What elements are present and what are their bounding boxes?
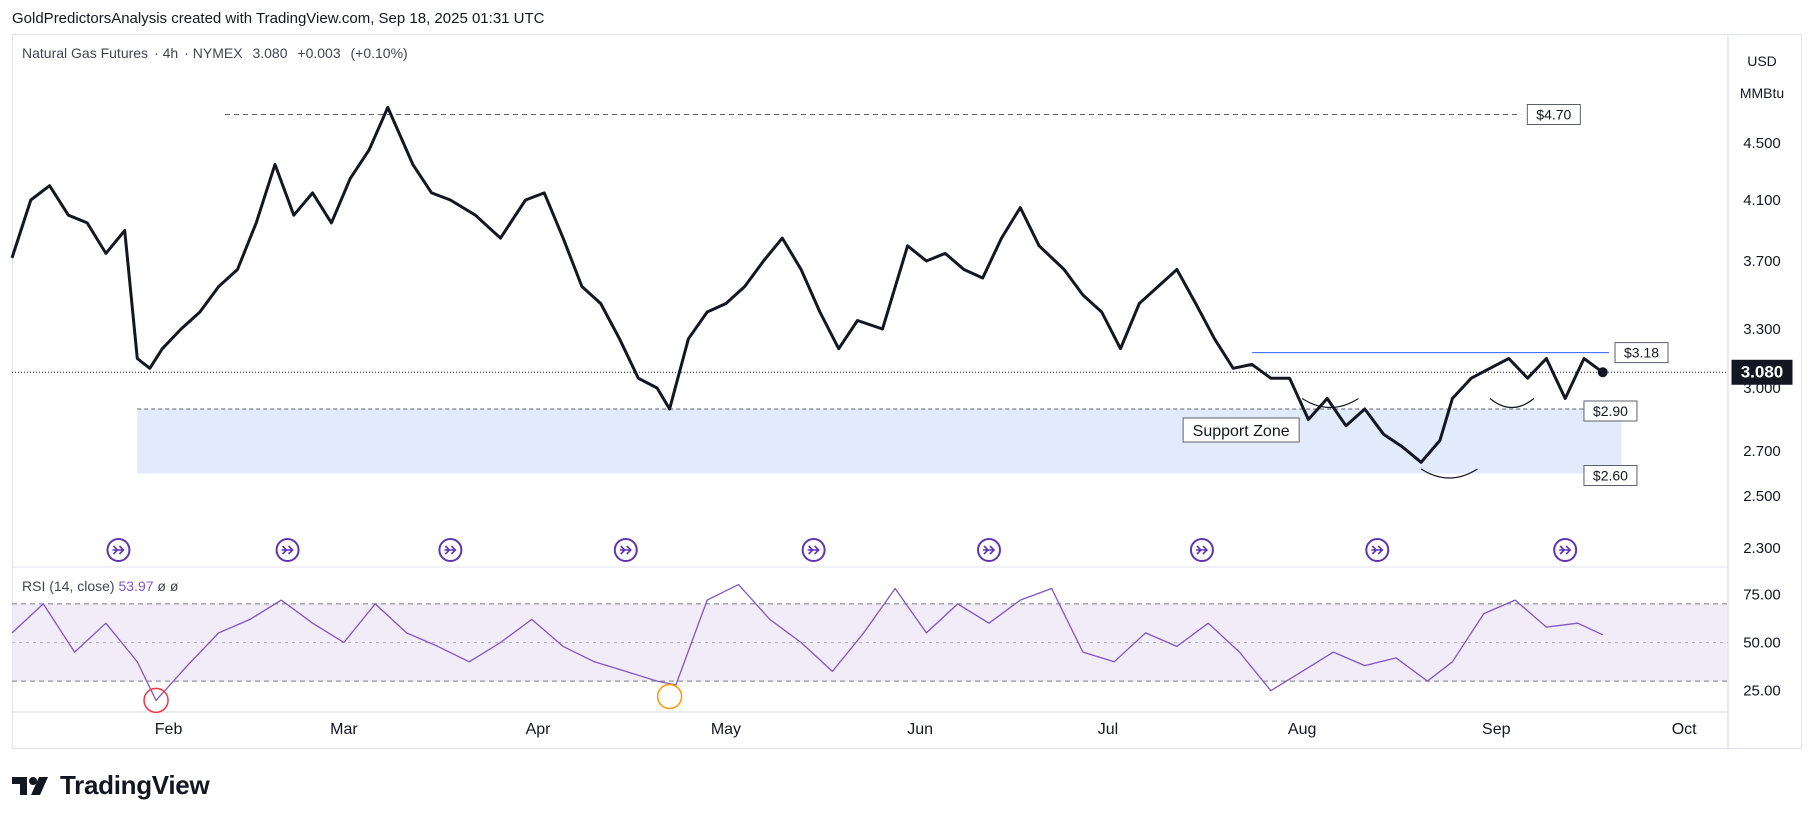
time-tick-label: Jul bbox=[1098, 721, 1118, 738]
symbol-legend[interactable]: Natural Gas Futures · 4h · NYMEX 3.080 +0.… bbox=[22, 45, 408, 61]
chart-frame[interactable] bbox=[12, 34, 1802, 749]
brand-name: TradingView bbox=[60, 770, 210, 800]
label-high-box bbox=[1526, 104, 1581, 125]
chart-caption: GoldPredictorsAnalysis created with Trad… bbox=[12, 10, 545, 27]
rsi-value: 53.97 bbox=[118, 578, 154, 594]
session-marker-arrow bbox=[982, 545, 996, 555]
time-tick-label: Mar bbox=[330, 721, 358, 738]
price-tick-label: 3.300 bbox=[1743, 321, 1781, 338]
price-tick-label: 2.500 bbox=[1743, 488, 1781, 505]
session-marker-arrow bbox=[112, 545, 125, 555]
rsi-legend[interactable]: RSI (14, close) 53.97 ø ø bbox=[22, 578, 178, 594]
label-resistance-box bbox=[1614, 342, 1669, 364]
rsi-marker-circle bbox=[656, 683, 683, 710]
label-support-bottom-box bbox=[1583, 465, 1638, 486]
legend-exchange: NYMEX bbox=[192, 45, 243, 61]
legend-change-pct: (+0.10%) bbox=[350, 45, 408, 61]
price-tick-label: 4.100 bbox=[1743, 192, 1781, 209]
support-zone bbox=[137, 409, 1622, 474]
rsi-tick-label: 50.00 bbox=[1743, 635, 1781, 652]
label-last-price: 3.080 bbox=[1741, 362, 1784, 381]
session-marker-arrow bbox=[1195, 545, 1209, 555]
legend-interval: 4h bbox=[162, 45, 179, 61]
unit-label: MMBtu bbox=[1739, 85, 1785, 101]
support-zone-label: Support Zone bbox=[1193, 423, 1290, 440]
currency-label: USD bbox=[1747, 53, 1777, 69]
rsi-extra-2: ø bbox=[169, 578, 179, 594]
rsi-marker-circle bbox=[143, 687, 169, 714]
session-marker-arrow bbox=[444, 545, 457, 555]
tradingview-logo-icon bbox=[12, 776, 48, 795]
label-support-bottom: $2.60 bbox=[1593, 468, 1628, 484]
support-zone-label-box bbox=[1182, 417, 1300, 443]
last-price-dot bbox=[1597, 367, 1608, 378]
session-marker-arrow bbox=[281, 545, 294, 555]
pattern-arc bbox=[1301, 397, 1359, 409]
legend-change: +0.003 bbox=[297, 45, 341, 61]
label-support-top-box bbox=[1583, 400, 1638, 422]
legend-symbol: Natural Gas Futures bbox=[22, 45, 149, 61]
price-series-line bbox=[10, 105, 1604, 464]
price-tick-label: 2.300 bbox=[1743, 540, 1781, 557]
rsi-tick-label: 25.00 bbox=[1743, 683, 1781, 700]
time-tick-label: May bbox=[711, 721, 741, 738]
session-marker-arrow bbox=[807, 545, 820, 555]
rsi-series-line bbox=[11, 583, 1603, 702]
rsi-label: RSI (14, close) bbox=[22, 578, 115, 594]
time-tick-label: Feb bbox=[155, 721, 183, 738]
pattern-arc bbox=[1420, 468, 1478, 479]
time-tick-label: Jun bbox=[907, 721, 933, 738]
label-high: $4.70 bbox=[1536, 107, 1571, 123]
price-units[interactable]: USD MMBtu bbox=[1727, 45, 1797, 109]
legend-last: 3.080 bbox=[252, 45, 288, 61]
price-tick-label: 4.500 bbox=[1743, 135, 1781, 152]
time-tick-label: Apr bbox=[526, 721, 552, 738]
label-support-top: $2.90 bbox=[1593, 403, 1628, 419]
price-tick-label: 3.700 bbox=[1743, 253, 1781, 270]
session-marker-arrow bbox=[1559, 545, 1572, 555]
time-tick-label: Sep bbox=[1482, 721, 1511, 738]
label-resistance: $3.18 bbox=[1624, 345, 1659, 361]
pattern-arc bbox=[1489, 398, 1535, 409]
label-last-price-box bbox=[1731, 359, 1793, 385]
brand: TradingView bbox=[12, 770, 210, 801]
price-tick-label: 2.700 bbox=[1743, 443, 1781, 460]
rsi-tick-label: 75.00 bbox=[1743, 586, 1781, 603]
session-marker-arrow bbox=[619, 545, 632, 555]
rsi-extra-1: ø bbox=[157, 578, 166, 594]
session-marker-arrow bbox=[1371, 545, 1384, 555]
time-tick-label: Oct bbox=[1672, 721, 1697, 738]
time-tick-label: Aug bbox=[1288, 721, 1316, 738]
